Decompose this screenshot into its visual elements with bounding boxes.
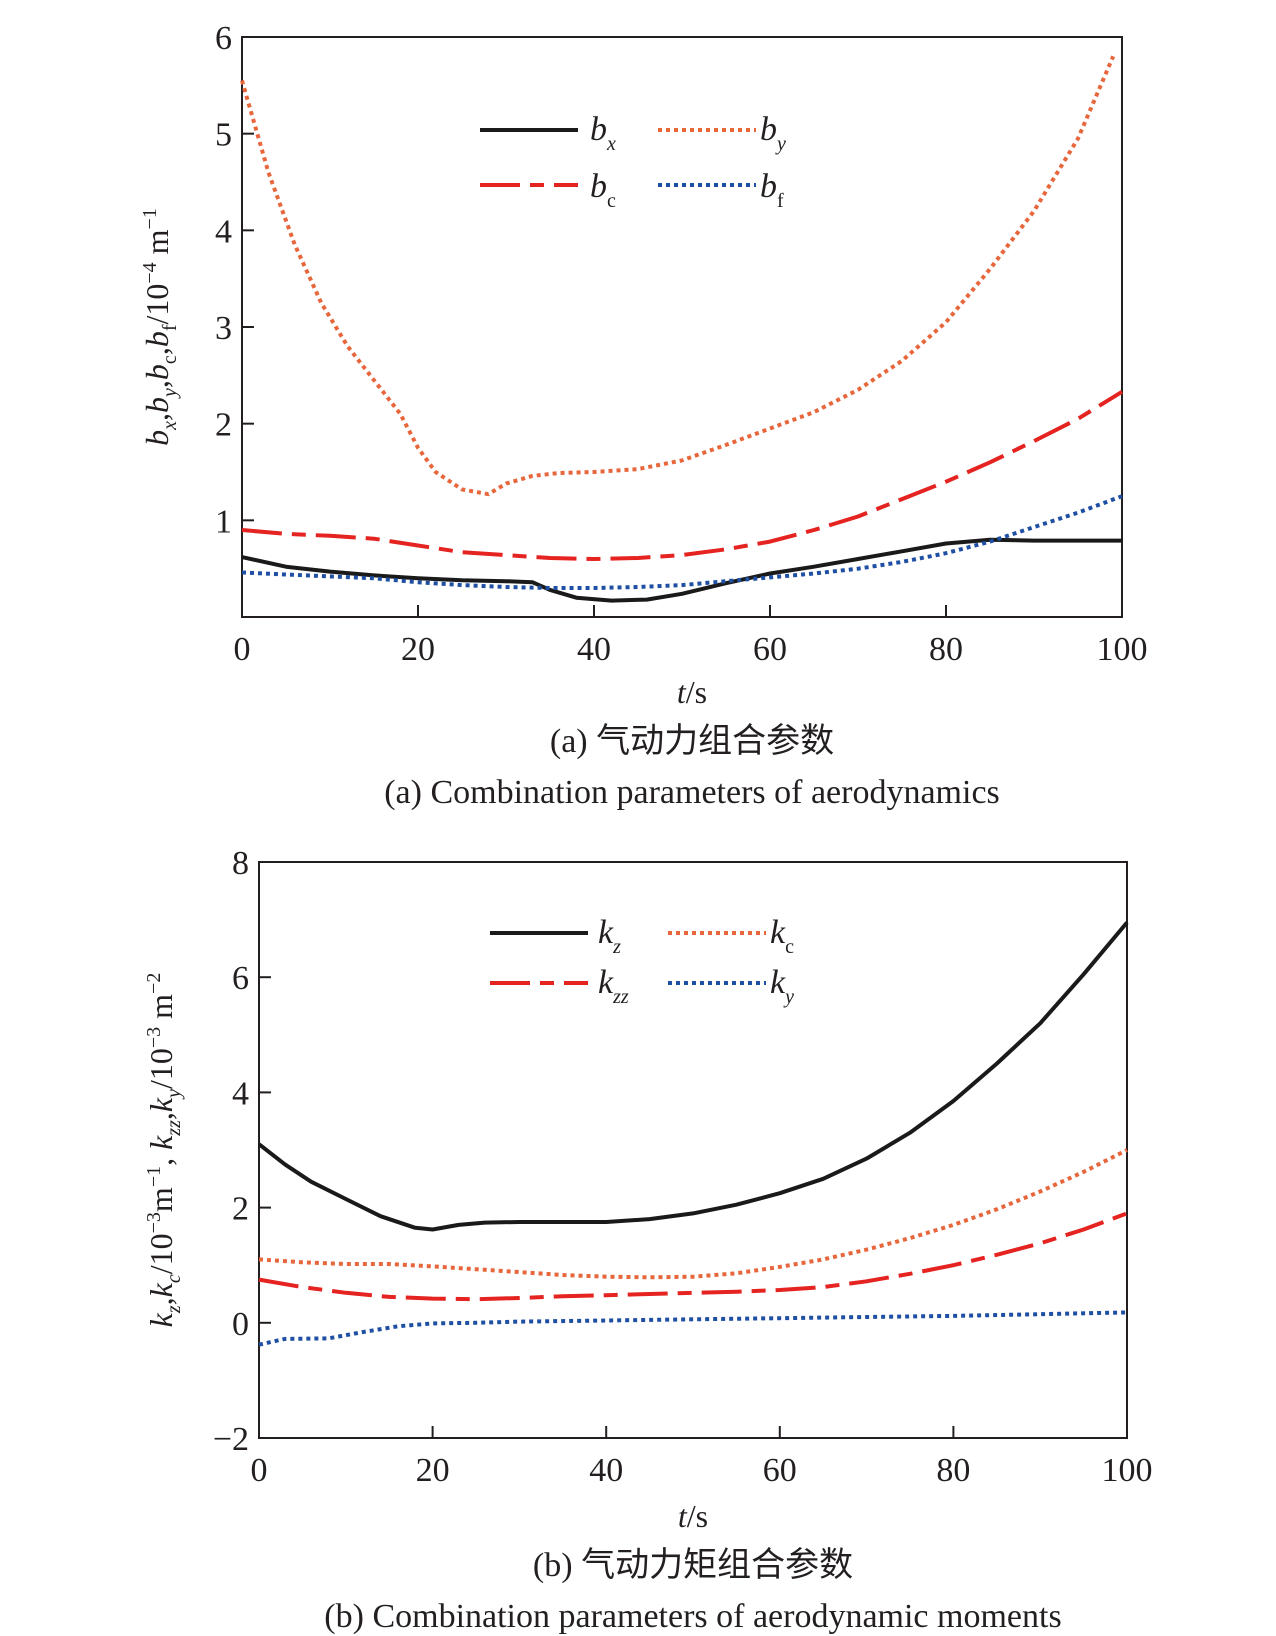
- panel-b-legend: kz kc kzz ky: [490, 914, 794, 1008]
- panel-a-y-tick-label: 1: [215, 503, 232, 540]
- panel-a-x-tick-label: 60: [753, 631, 787, 668]
- legend-label-kzz: kzz: [598, 964, 629, 1008]
- panel-b-y-tick-label: 6: [232, 960, 249, 997]
- series-line-kzz: [258, 1211, 1128, 1302]
- legend-label-kz: kz: [598, 914, 621, 958]
- panel-b-x-ticks: 0 20 40 60 80 100: [251, 1426, 1153, 1489]
- panel-a-x-tick-label: 40: [577, 631, 611, 668]
- panel-b-y-tick-label: 4: [232, 1075, 249, 1112]
- panel-a-x-tick-label: 100: [1097, 631, 1148, 668]
- panel-a-y-tick-label: 3: [215, 310, 232, 347]
- panel-a-caption-cn: (a) 气动力组合参数: [550, 722, 834, 760]
- panel-b-series: [257, 921, 1129, 1347]
- series-line-kc: [258, 1148, 1128, 1280]
- panel-b-y-tick-label: −2: [213, 1421, 249, 1458]
- panel-a-x-tick-label: 0: [234, 631, 251, 668]
- panel-a-x-ticks: 0 20 40 60 80 100: [234, 605, 1148, 668]
- panel-b-y-axis-title: kz,kc/10−3m−1, kzz,ky/10−3 m−2: [143, 973, 185, 1328]
- panel-a-y-tick-label: 4: [215, 213, 232, 250]
- panel-b-y-ticks: −2 0 2 4 6 8: [213, 845, 271, 1458]
- panel-b-x-tick-label: 20: [416, 1452, 450, 1489]
- series-line-bf: [241, 494, 1123, 590]
- panel-a-y-axis-title: bx,by,bc,bf/10−4 m−1: [139, 208, 181, 446]
- panel-a-x-tick-label: 80: [929, 631, 963, 668]
- series-line-bc: [241, 390, 1124, 561]
- legend-label-kc: kc: [770, 914, 794, 958]
- panel-b-y-tick-label: 2: [232, 1191, 249, 1228]
- legend-label-bx: bx: [590, 111, 616, 155]
- series-line-by: [240, 55, 1116, 497]
- panel-b-caption-cn: (b) 气动力矩组合参数: [533, 1546, 853, 1584]
- panel-a-legend: bx by bc bf: [480, 111, 786, 212]
- panel-a-y-tick-label: 2: [215, 407, 232, 444]
- series-line-ky: [258, 1310, 1128, 1347]
- panel-b-x-tick-label: 60: [763, 1452, 797, 1489]
- panel-b-y-tick-label: 0: [232, 1306, 249, 1343]
- panel-a-series: [240, 55, 1124, 603]
- panel-b-x-axis-title: t/s: [678, 1498, 708, 1534]
- panel-a-x-tick-label: 20: [401, 631, 435, 668]
- panel-a-y-tick-label: 5: [215, 117, 232, 154]
- panel-b-plot-frame: [258, 861, 1128, 1439]
- panel-a-plot-frame: [241, 36, 1123, 618]
- series-line-kz: [257, 921, 1129, 1232]
- legend-label-ky: ky: [770, 964, 794, 1008]
- panel-b-x-tick-label: 100: [1102, 1452, 1153, 1489]
- panel-a-y-ticks: 1 2 3 4 5 6: [215, 20, 254, 540]
- panel-b-y-tick-label: 8: [232, 845, 249, 882]
- panel-b-x-tick-label: 40: [589, 1452, 623, 1489]
- panel-b-x-tick-label: 0: [251, 1452, 268, 1489]
- panel-a-y-tick-label: 6: [215, 20, 232, 57]
- legend-label-bc: bc: [590, 168, 616, 212]
- series-line-bx: [241, 537, 1122, 603]
- legend-label-by: by: [760, 111, 786, 155]
- panel-b-x-tick-label: 80: [936, 1452, 970, 1489]
- panel-a: 0 20 40 60 80 100 1 2 3 4 5 6 bx,by,bc,bf/10−4 m−1…: [139, 20, 1148, 811]
- legend-label-bf: bf: [760, 168, 784, 212]
- panel-a-x-axis-title: t/s: [677, 674, 707, 710]
- panel-a-caption-en: (a) Combination parameters of aerodynami…: [384, 774, 1000, 811]
- panel-b-caption-en: (b) Combination parameters of aerodynami…: [324, 1598, 1061, 1635]
